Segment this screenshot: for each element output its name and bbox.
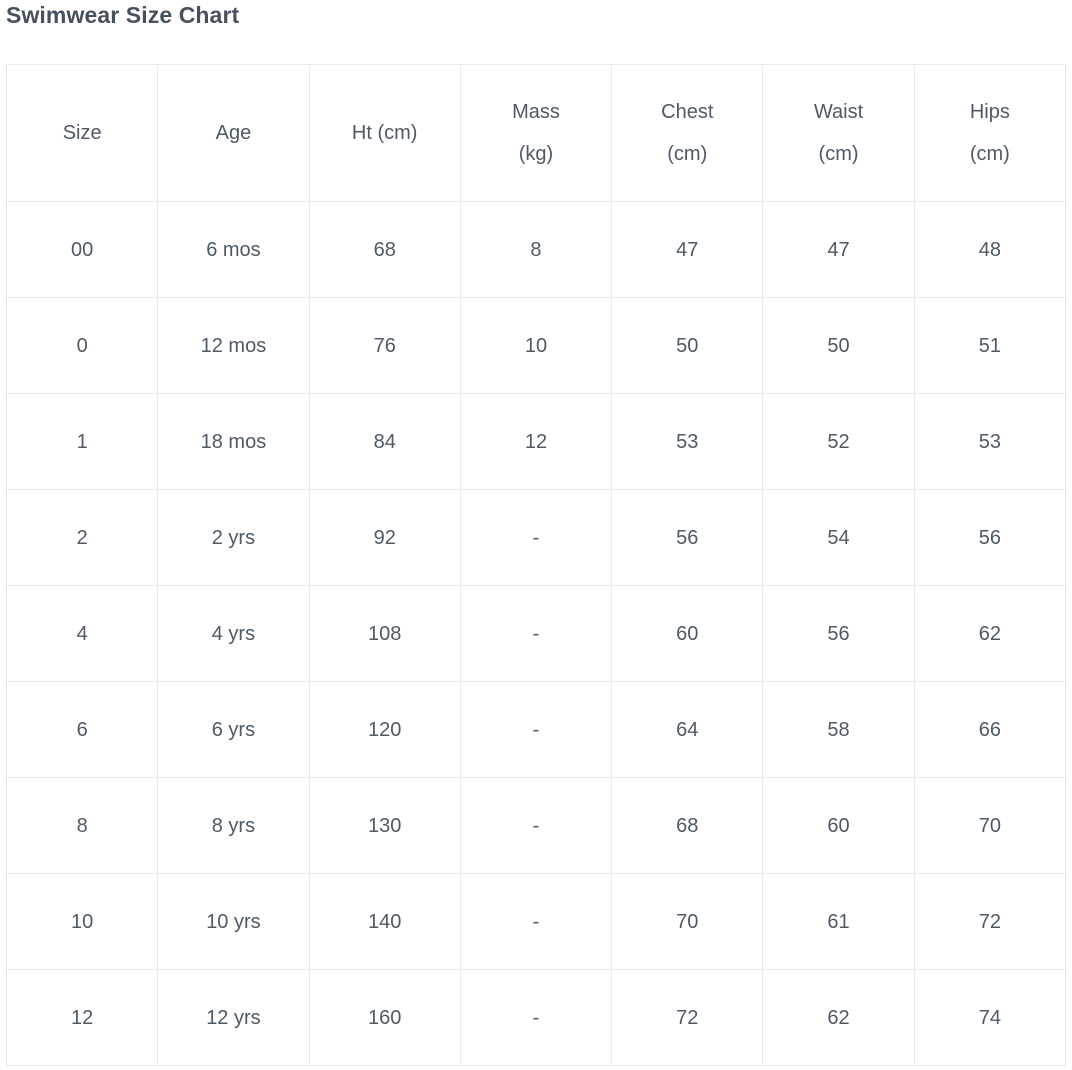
table-cell: 12 yrs <box>157 969 310 1066</box>
header-cell-age: Age <box>157 64 310 202</box>
table-cell: - <box>459 969 613 1066</box>
table-cell: 130 <box>308 777 461 874</box>
header-cell-size: Size <box>5 64 159 202</box>
table-cell: - <box>459 585 613 682</box>
table-cell: 74 <box>913 969 1067 1066</box>
table-cell: 8 <box>5 777 159 874</box>
table-cell: 12 <box>5 969 159 1066</box>
table-cell: 4 <box>5 585 159 682</box>
table-cell: 6 yrs <box>157 681 310 778</box>
table-row: 0 12 mos 76 10 50 50 51 <box>5 297 1067 394</box>
table-cell: 62 <box>762 969 915 1066</box>
header-cell-height: Ht (cm) <box>308 64 461 202</box>
table-body: 00 6 mos 68 8 47 47 48 0 12 mos 76 10 50 50 51 1 18 mos… <box>5 201 1067 1066</box>
table-cell: 120 <box>308 681 461 778</box>
page-title: Swimwear Size Chart <box>6 2 240 28</box>
table-cell: 160 <box>308 969 461 1066</box>
table-cell: - <box>459 777 613 874</box>
table-cell: 6 mos <box>157 201 310 298</box>
table-cell: 62 <box>913 585 1067 682</box>
table-cell: 70 <box>913 777 1067 874</box>
table-cell: 61 <box>762 873 915 970</box>
table-cell: 53 <box>913 393 1067 490</box>
table-cell: 18 mos <box>157 393 310 490</box>
table-row: 10 10 yrs 140-70 61 72 <box>5 873 1067 970</box>
table-cell: 10 yrs <box>157 873 310 970</box>
header-cell-chest: Chest (cm) <box>611 64 764 202</box>
table-cell: 50 <box>762 297 915 394</box>
header-cell-mass: Mass (kg) <box>459 64 613 202</box>
table-cell: 52 <box>762 393 915 490</box>
table-cell: 76 <box>308 297 461 394</box>
table-cell: 12 <box>459 393 613 490</box>
table-cell: 66 <box>913 681 1067 778</box>
table-cell: 64 <box>611 681 764 778</box>
table-row: 1 18 mos 84 12 53 52 53 <box>5 393 1067 490</box>
table-cell: 47 <box>762 201 915 298</box>
table-cell: 56 <box>913 489 1067 586</box>
size-chart-table: Size Age Ht (cm) Mass (kg) Chest (cm) Wa… <box>5 64 1067 1066</box>
header-cell-hips: Hips (cm) <box>913 64 1067 202</box>
table-cell: - <box>459 489 613 586</box>
table-cell: 10 <box>5 873 159 970</box>
table-cell: 51 <box>913 297 1067 394</box>
table-cell: 70 <box>611 873 764 970</box>
table-cell: 60 <box>762 777 915 874</box>
header-row: Size Age Ht (cm) Mass (kg) Chest (cm) Wa… <box>5 64 1067 202</box>
table-cell: 2 <box>5 489 159 586</box>
table-cell: 72 <box>913 873 1067 970</box>
table-cell: 2 yrs <box>157 489 310 586</box>
table-cell: 108 <box>308 585 461 682</box>
table-cell: 10 <box>459 297 613 394</box>
table-cell: 00 <box>5 201 159 298</box>
table-cell: - <box>459 873 613 970</box>
table-cell: 6 <box>5 681 159 778</box>
header-cell-waist: Waist (cm) <box>762 64 915 202</box>
table-row: 00 6 mos 68 8 47 47 48 <box>5 201 1067 298</box>
table-cell: 68 <box>308 201 461 298</box>
table-cell: 4 yrs <box>157 585 310 682</box>
table-cell: 47 <box>611 201 764 298</box>
table-cell: 12 mos <box>157 297 310 394</box>
table-cell: 50 <box>611 297 764 394</box>
table-cell: 56 <box>762 585 915 682</box>
table-cell: 8 yrs <box>157 777 310 874</box>
table-cell: 140 <box>308 873 461 970</box>
table-cell: 72 <box>611 969 764 1066</box>
table-header: Size Age Ht (cm) Mass (kg) Chest (cm) Wa… <box>5 64 1067 202</box>
table-cell: 53 <box>611 393 764 490</box>
table-cell: 8 <box>459 201 613 298</box>
table-cell: 84 <box>308 393 461 490</box>
table-cell: 48 <box>913 201 1067 298</box>
table-cell: 58 <box>762 681 915 778</box>
table-cell: 56 <box>611 489 764 586</box>
table-row: 12 12 yrs 160-72 62 74 <box>5 969 1067 1066</box>
table-cell: 1 <box>5 393 159 490</box>
table-cell: 54 <box>762 489 915 586</box>
table-cell: 60 <box>611 585 764 682</box>
table-cell: 0 <box>5 297 159 394</box>
table-cell: - <box>459 681 613 778</box>
table-cell: 92 <box>308 489 461 586</box>
table-cell: 68 <box>611 777 764 874</box>
